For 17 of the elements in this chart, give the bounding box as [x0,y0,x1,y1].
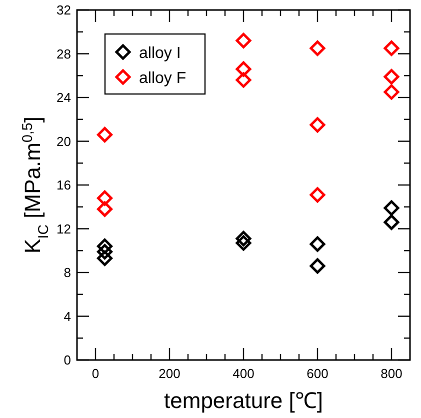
y-tick-label: 4 [64,308,71,324]
y-tick-label: 12 [56,221,71,236]
y-tick-label: 28 [56,46,71,62]
x-tick-label: 400 [232,366,254,381]
x-tick-label: 200 [158,366,180,381]
x-axis-title: temperature [℃] [164,388,323,413]
x-tick-label: 600 [306,366,328,381]
y-tick-label: 0 [64,352,71,368]
x-tick-label: 0 [92,366,100,381]
y-tick-label: 16 [56,178,71,192]
y-tick-label: 20 [56,134,71,149]
legend-label: alloy I [139,45,181,62]
legend-label: alloy F [139,70,186,87]
y-tick-label: 8 [64,265,71,280]
x-tick-label: 800 [380,366,402,381]
y-tick-label: 32 [56,2,71,18]
y-tick-label: 24 [56,90,71,105]
